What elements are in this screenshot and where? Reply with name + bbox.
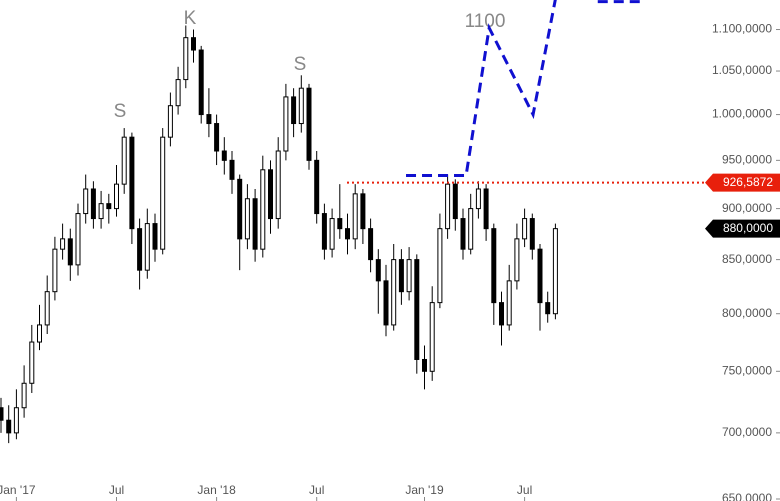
candle-body <box>283 96 289 152</box>
candle-body <box>314 159 320 215</box>
candle-body <box>206 114 212 125</box>
candle-body <box>275 150 281 220</box>
candle-body <box>121 136 127 185</box>
candle-body <box>114 183 119 210</box>
candle-body <box>491 228 497 304</box>
candle-body <box>483 188 489 230</box>
candle-body <box>90 188 96 220</box>
price-tag-label: 880,0000 <box>723 221 773 235</box>
candle-body <box>183 37 189 81</box>
candle-body <box>329 218 335 250</box>
candle-body <box>252 198 258 250</box>
price-tag-label: 926,5872 <box>723 175 773 189</box>
y-tick-label: 950,0000 <box>722 153 772 167</box>
candle-body <box>268 169 273 220</box>
annotation: 1100 <box>465 11 506 32</box>
candle-body <box>552 228 558 315</box>
candle-body <box>237 178 243 240</box>
candle-body <box>537 248 543 304</box>
candle-body <box>337 218 343 230</box>
price-tag <box>705 219 780 238</box>
candle-body <box>21 382 27 409</box>
candle-body <box>75 213 81 266</box>
candle-body <box>321 213 327 250</box>
candle-body <box>221 150 227 161</box>
candle-body <box>445 183 451 230</box>
candle-body <box>67 238 73 266</box>
candle-body <box>437 228 443 304</box>
candle-body <box>468 208 474 250</box>
candle-body <box>429 302 435 372</box>
candle-body <box>452 183 458 220</box>
candle-body <box>60 238 66 250</box>
x-tick-label: Jan '19 <box>405 483 444 497</box>
candle-body <box>37 324 42 343</box>
candle-body <box>545 302 551 315</box>
y-tick-label: 1.050,0000 <box>712 63 772 77</box>
candle-body <box>229 159 235 180</box>
y-tick-label: 850,0000 <box>722 252 772 266</box>
candle-body <box>414 259 420 360</box>
candle-body <box>244 198 250 240</box>
candle-body <box>298 87 304 125</box>
annotation: S <box>114 101 127 122</box>
candle-body <box>306 87 312 161</box>
candle-body <box>499 302 504 326</box>
candle-body <box>198 49 204 116</box>
x-tick-label: Jul <box>517 483 532 497</box>
candle-body <box>175 79 181 107</box>
candle-body <box>0 407 4 421</box>
x-tick-label: Jul <box>109 483 124 497</box>
candle-body <box>529 218 535 250</box>
candle-body <box>460 218 466 250</box>
candle-body <box>406 259 412 293</box>
candle-body <box>383 280 389 326</box>
candle-body <box>52 248 58 293</box>
candle-body <box>129 136 135 230</box>
annotation: K <box>184 8 197 29</box>
candle-body <box>152 223 158 250</box>
candle-body <box>13 407 19 434</box>
candle-body <box>422 358 427 372</box>
candle-body <box>522 218 528 240</box>
candle-body <box>44 291 50 326</box>
candle-body <box>291 96 297 125</box>
x-tick-label: Jan '17 <box>0 483 36 497</box>
candle-body <box>375 259 381 282</box>
candle-body <box>360 193 366 230</box>
projection-line <box>406 0 641 178</box>
candle-body <box>391 259 397 326</box>
x-tick-label: Jul <box>309 483 324 497</box>
candle-body <box>514 238 520 282</box>
y-tick-label: 900,0000 <box>722 201 772 215</box>
candle-body <box>475 188 481 210</box>
candle-body <box>167 105 173 138</box>
candle-body <box>29 341 35 384</box>
candle-body <box>83 188 89 215</box>
candle-body <box>6 419 12 434</box>
candle-body <box>144 223 150 271</box>
candle-body <box>191 37 196 51</box>
candle-body <box>98 203 104 220</box>
annotation: S <box>294 54 307 75</box>
candle-body <box>345 228 350 240</box>
y-tick-label: 800,0000 <box>722 306 772 320</box>
candle-body <box>260 169 266 250</box>
candle-body <box>214 123 220 152</box>
candle-body <box>398 259 404 293</box>
y-tick-label: 700,0000 <box>722 425 772 439</box>
x-tick-label: Jan '18 <box>197 483 236 497</box>
candle-body <box>368 228 374 261</box>
candle-body <box>106 203 112 210</box>
y-tick-label: 650,0000 <box>722 491 772 501</box>
price-tag <box>705 173 780 192</box>
candle-body <box>160 136 166 250</box>
candle-body <box>506 280 512 326</box>
y-tick-label: 1.000,0000 <box>712 107 772 121</box>
candle-body <box>137 228 143 271</box>
y-tick-label: 1.100,0000 <box>712 22 772 36</box>
y-tick-label: 750,0000 <box>722 363 772 377</box>
candle-body <box>352 193 358 240</box>
